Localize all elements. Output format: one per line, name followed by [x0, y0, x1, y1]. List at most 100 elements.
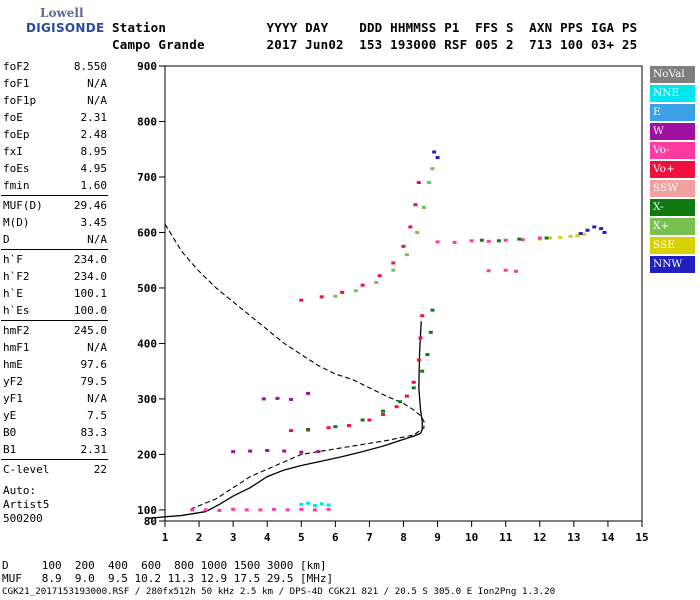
param-value: N/A: [87, 392, 107, 405]
data-point: [415, 230, 420, 234]
param-value: 97.6: [80, 358, 108, 371]
data-point: [413, 203, 418, 207]
y-tick-label: 80: [144, 515, 157, 528]
legend-item: Vo+: [650, 161, 695, 178]
data-point: [258, 508, 263, 512]
param-row: h`F2 234.0: [0, 268, 112, 285]
data-point: [394, 405, 399, 409]
legend-item: SSE: [650, 237, 695, 254]
data-point: [261, 397, 266, 401]
param-name: MUF(D): [3, 199, 43, 212]
x-tick-label: 11: [499, 531, 513, 544]
param-name: foEp: [3, 128, 30, 141]
polarization-legend: NoVal NNE E W Vo- Vo+ SSW X- X+ SSE NNW: [650, 66, 695, 275]
data-point: [275, 396, 280, 400]
data-point: [421, 205, 426, 209]
data-point: [374, 280, 379, 284]
param-row: yF1 N/A: [0, 390, 112, 407]
data-point: [418, 336, 423, 340]
param-name: h`Es: [3, 304, 30, 317]
data-point: [427, 181, 432, 185]
data-point: [517, 237, 522, 241]
autoscaling-line: 500200: [3, 512, 43, 525]
data-point: [435, 156, 440, 160]
data-point: [326, 507, 331, 511]
param-value: 7.5: [87, 409, 107, 422]
data-point: [381, 409, 386, 413]
param-name: B1: [3, 443, 17, 456]
param-row: hmF1 N/A: [0, 339, 112, 356]
param-value: 8.550: [73, 60, 107, 73]
data-point: [333, 294, 338, 298]
y-tick-label: 100: [137, 504, 157, 517]
data-point: [401, 244, 406, 248]
legend-item: X-: [650, 199, 695, 216]
param-row: foF2 8.550: [0, 58, 112, 75]
param-name: M(D): [3, 216, 30, 229]
data-point: [469, 239, 474, 243]
data-point: [411, 386, 416, 390]
param-row: fmin 1.60: [0, 177, 112, 194]
logo-line1: Lowell: [40, 6, 84, 20]
data-point: [486, 239, 491, 243]
y-tick-label: 500: [137, 282, 157, 295]
logo-line2: DIGISONDE: [26, 21, 105, 35]
data-point: [520, 238, 525, 242]
x-tick-label: 10: [465, 531, 478, 544]
data-point: [360, 418, 365, 422]
param-name: fxI: [3, 145, 23, 158]
data-point: [203, 508, 208, 512]
data-point: [190, 508, 195, 512]
param-value: 1.60: [80, 179, 108, 192]
legend-item: NNW: [650, 256, 695, 273]
data-point: [496, 239, 501, 243]
data-point: [582, 232, 587, 236]
param-value: N/A: [87, 233, 107, 246]
autoscaling-info: Auto: Artist5 500200: [0, 484, 112, 526]
data-point: [326, 426, 331, 430]
param-row: B0 83.3: [0, 424, 112, 441]
param-row: M(D) 3.45: [0, 214, 112, 231]
param-value: 79.5: [80, 375, 108, 388]
data-point: [299, 502, 304, 506]
param-row: h`E 100.1: [0, 285, 112, 302]
data-point: [244, 508, 249, 512]
legend-item: X+: [650, 218, 695, 235]
data-point: [326, 503, 331, 507]
data-point: [592, 225, 597, 229]
data-point: [319, 295, 324, 299]
param-row: yF2 79.5: [0, 373, 112, 390]
param-row: hmF2 245.0: [0, 322, 112, 339]
data-point: [479, 238, 484, 242]
param-name: hmF2: [3, 324, 30, 337]
footer-distance-row: D 100 200 400 600 800 1000 1500 3000 [km…: [2, 559, 327, 572]
param-name: h`E: [3, 287, 23, 300]
y-tick-label: 600: [137, 226, 157, 239]
param-row: MUF(D) 29.46: [0, 197, 112, 214]
data-point: [575, 234, 580, 238]
param-name: foF1: [3, 77, 30, 90]
data-point: [420, 314, 425, 318]
density-profile-line: [147, 321, 423, 519]
param-value: 2.31: [80, 443, 108, 456]
param-name: yF1: [3, 392, 23, 405]
data-point: [299, 298, 304, 302]
param-value: 3.45: [80, 216, 108, 229]
legend-item: Vo-: [650, 142, 695, 159]
footer-muf-row: MUF 8.9 9.0 9.5 10.2 11.3 12.9 17.5 29.5…: [2, 572, 334, 585]
param-row: hmE 97.6: [0, 356, 112, 373]
x-tick-label: 9: [434, 531, 441, 544]
data-point: [558, 235, 563, 239]
data-point: [452, 240, 457, 244]
x-tick-label: 13: [567, 531, 580, 544]
data-point: [340, 290, 345, 294]
data-point: [346, 424, 351, 428]
x-tick-label: 14: [601, 531, 615, 544]
param-value: N/A: [87, 77, 107, 90]
param-name: yF2: [3, 375, 23, 388]
data-point: [435, 240, 440, 244]
data-point: [282, 449, 287, 453]
data-point: [585, 228, 590, 232]
param-separator: [1, 249, 108, 250]
param-row: h`Es 100.0: [0, 302, 112, 319]
